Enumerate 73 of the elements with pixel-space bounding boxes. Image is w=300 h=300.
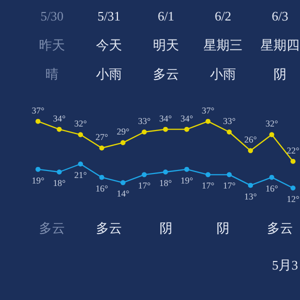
point — [36, 166, 40, 172]
point — [78, 132, 83, 138]
data-label: 32° — [74, 118, 88, 129]
text: 明天 — [153, 38, 179, 52]
text: 多云 — [96, 220, 122, 236]
data-label: 26° — [244, 134, 258, 145]
point — [142, 130, 147, 134]
point — [206, 172, 210, 178]
text: 阴 — [274, 66, 286, 82]
point — [78, 162, 83, 166]
text: 星期三 — [204, 38, 242, 52]
text: 今天 — [96, 38, 122, 52]
text: 阴 — [160, 220, 172, 236]
point — [56, 126, 62, 132]
point — [120, 140, 126, 146]
text: 小雨 — [210, 66, 236, 82]
text: 多云 — [39, 220, 65, 236]
text: 5/31 — [97, 8, 121, 24]
data-label: 33° — [222, 116, 236, 126]
data-label: 34° — [159, 113, 172, 124]
text: 多云 — [153, 66, 179, 82]
point — [269, 132, 274, 138]
data-label: 37° — [32, 105, 45, 116]
data-label: 17° — [138, 180, 151, 191]
text: 5/30 — [40, 8, 64, 24]
data-label: 32° — [265, 118, 278, 129]
text: 阴 — [216, 220, 230, 236]
data-label: 22° — [286, 145, 300, 156]
text: 星期四 — [260, 38, 300, 52]
data-label: 33° — [138, 116, 151, 126]
point — [248, 182, 253, 188]
data-label: 14° — [116, 188, 130, 199]
point — [269, 174, 274, 180]
point — [163, 126, 168, 132]
point — [163, 170, 168, 174]
data-label: 19° — [32, 175, 45, 186]
data-label: 29° — [116, 126, 130, 137]
text: 多云 — [267, 220, 293, 236]
text: 6/2 — [214, 8, 232, 24]
point — [226, 130, 232, 134]
point — [142, 172, 147, 178]
point — [56, 170, 62, 174]
data-label: 16° — [265, 183, 278, 194]
data-label: 18° — [159, 178, 172, 188]
data-label: 37° — [202, 105, 215, 116]
data-label: 18° — [52, 178, 66, 188]
point — [226, 172, 232, 178]
text: 晴 — [46, 66, 58, 82]
data-label: 13° — [244, 191, 258, 202]
text: 小雨 — [96, 66, 122, 82]
point — [206, 118, 210, 124]
text: 昨天 — [39, 38, 65, 52]
data-label: 12° — [286, 194, 300, 204]
data-label: 17° — [222, 180, 236, 191]
point — [184, 126, 190, 132]
point — [99, 146, 104, 150]
data-label: 34° — [180, 113, 194, 124]
point — [184, 166, 190, 172]
text: 6/3 — [272, 8, 288, 24]
point — [120, 180, 126, 186]
text: 5月3 — [272, 258, 298, 272]
data-label: 16° — [95, 183, 108, 194]
point — [36, 118, 40, 124]
point — [99, 174, 104, 180]
data-label: 19° — [180, 175, 194, 186]
point — [290, 158, 296, 164]
point — [248, 148, 253, 154]
point — [290, 186, 296, 190]
text: 6/1 — [158, 8, 174, 24]
data-label: 27° — [95, 132, 108, 142]
data-label: 34° — [52, 113, 66, 124]
data-label: 17° — [202, 180, 215, 191]
data-label: 21° — [74, 170, 88, 180]
